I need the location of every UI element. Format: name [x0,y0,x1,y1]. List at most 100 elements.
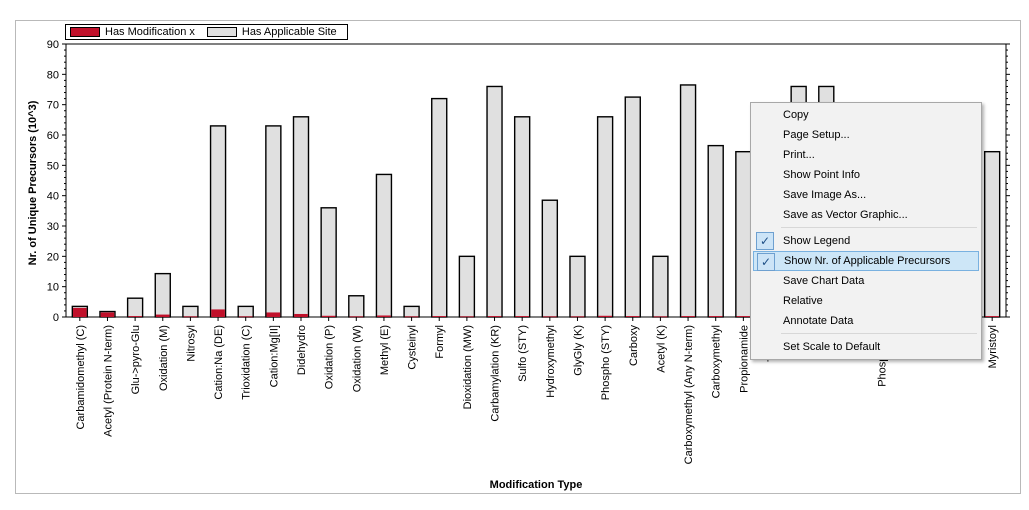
menu-item-save-image-as[interactable]: Save Image As... [753,185,979,205]
bar-applicable-site [652,255,669,318]
bar-modification [321,315,336,317]
menu-item-label: Save as Vector Graphic... [783,209,908,221]
x-tick-label: Carbamidomethyl (C) [75,325,87,430]
x-tick-label: Cation:Mg[II] [268,325,280,387]
x-tick-label: Oxidation (W) [351,325,363,392]
y-axis: 0 10 20 30 40 50 60 70 80 90 [47,39,1010,324]
menu-item-label: Show Nr. of Applicable Precursors [784,255,951,267]
bar-modification [487,316,502,317]
bar-applicable-site [486,85,503,318]
y-tick-label: 90 [47,39,59,51]
x-tick-label: Glu->pyro-Glu [130,325,142,394]
menu-item-label: Print... [783,149,815,161]
legend-swatch-modification [70,27,100,37]
bar-modification [460,316,474,318]
x-tick-label: Sulfo (STY) [517,325,529,382]
bar-modification [377,315,391,317]
legend: Has Modification x Has Applicable Site [65,24,348,40]
bar-modification [73,307,87,317]
x-tick-label: Carboxymethyl (Any N-term) [683,325,695,464]
y-tick-label: 30 [47,221,59,233]
x-tick-label: GlyGly (K) [572,325,584,376]
x-tick-label: Cation:Na (DE) [213,325,225,400]
checkmark-icon: ✓ [756,232,774,250]
x-tick-label: Didehydro [296,325,308,375]
bar-modification [404,316,419,318]
menu-item-save-as-vector-graphic[interactable]: Save as Vector Graphic... [753,205,979,225]
bar-modification [543,316,557,318]
menu-item-show-legend[interactable]: ✓ Show Legend [753,231,979,251]
menu-item-copy[interactable]: Copy [753,105,979,125]
bar-applicable-site [154,272,171,318]
y-axis-label: Nr. of Unique Precursors (10^3) [27,100,39,265]
legend-label-applicable-site: Has Applicable Site [241,26,337,38]
bar-modification [238,316,253,318]
bar-modification [266,312,281,317]
bar-applicable-site [735,150,752,318]
menu-item-show-point-info[interactable]: Show Point Info [753,165,979,185]
menu-item-print[interactable]: Print... [753,145,979,165]
bar-modification [349,316,364,318]
menu-item-label: Show Point Info [783,169,861,181]
menu-item-label: Annotate Data [783,315,854,327]
menu-item-annotate-data[interactable]: Annotate Data [753,311,979,331]
context-menu: Copy Page Setup... Print... Show Point Info… [750,102,982,360]
bar-applicable-site [292,116,310,318]
x-tick-label: Acetyl (Protein N-term) [102,325,114,437]
x-tick-label: Carbamylation (KR) [490,325,502,422]
y-tick-label: 20 [47,251,59,263]
bar-modification [598,315,612,317]
bar-modification [708,316,723,317]
menu-item-page-setup[interactable]: Page Setup... [753,125,979,145]
menu-item-label: Save Image As... [783,189,867,201]
menu-item-show-nr-of-applicable-precursors[interactable]: ✓ Show Nr. of Applicable Precursors [753,251,979,271]
x-tick-label: Hydroxymethyl [545,325,557,398]
x-axis-label: Modification Type [490,479,583,491]
y-tick-label: 60 [47,130,59,142]
menu-item-label: Relative [783,295,823,307]
menu-item-label: Copy [783,109,809,121]
bar-modification [211,309,225,317]
bar-modification [736,316,751,317]
bar-applicable-site [596,116,614,318]
x-tick-label: Acetyl (K) [655,325,667,373]
bar-applicable-site [348,295,365,318]
checkmark-icon: ✓ [757,253,775,271]
bar-modification [100,312,115,317]
menu-item-set-scale-to-default[interactable]: Set Scale to Default [753,337,979,357]
y-tick-label: 10 [47,282,59,294]
bar-applicable-site [541,199,559,318]
bar-applicable-site [513,116,531,318]
bar-applicable-site [458,255,476,318]
menu-item-label: Save Chart Data [783,275,865,287]
y-tick-label: 70 [47,100,59,112]
x-tick-label: Carboxymethyl [711,325,723,398]
x-tick-label: Carboxy [628,325,640,366]
bar-applicable-site [679,84,697,318]
bar-applicable-site [237,305,254,318]
bar-modification [128,316,142,317]
menu-item-label: Page Setup... [783,129,850,141]
bar-modification [515,316,529,317]
bar-applicable-site [126,297,144,318]
bar-modification [985,316,999,317]
y-tick-label: 40 [47,191,59,203]
x-tick-label: Formyl [434,325,446,359]
bar-applicable-site [375,173,393,318]
x-tick-label: Oxidation (P) [324,325,336,389]
x-tick-label: Cysteinyl [407,325,419,370]
bar-modification [294,313,308,317]
x-tick-label: Phospho (STY) [600,325,612,400]
bar-modification [155,314,170,317]
bar-applicable-site [320,207,337,318]
x-tick-label: Myristoyl [987,325,999,368]
x-tick-label: Oxidation (M) [158,325,170,391]
bar-applicable-site [569,255,586,318]
menu-item-save-chart-data[interactable]: Save Chart Data [753,271,979,291]
bar-applicable-site [624,96,641,318]
y-tick-label: 50 [47,160,59,172]
menu-separator [781,227,977,228]
menu-item-relative[interactable]: Relative [753,291,979,311]
bar-modification [570,316,585,318]
